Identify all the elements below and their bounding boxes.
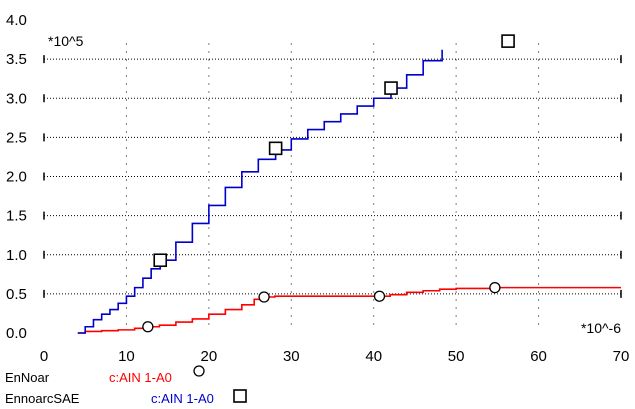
- legend-label-0: EnNoar: [5, 370, 50, 385]
- series-layer: [77, 34, 621, 334]
- legend-series-name-0: c:AIN 1-A0: [109, 370, 172, 385]
- x-tick-label: 50: [448, 348, 465, 365]
- axes: 0.0 0.5 1.0 1.5 2.0 2.5 3.0 3.5 4.0 0 10 20 30 40 50 60…: [6, 12, 629, 365]
- y-tick-label: 1.5: [6, 208, 27, 225]
- series-0-marker: [373, 290, 386, 302]
- series-1-marker: [268, 141, 283, 156]
- series-1-marker: [384, 81, 398, 95]
- series-line-0: [77, 286, 621, 334]
- x-tick-label: 20: [201, 348, 218, 365]
- x-tick-label: 40: [365, 348, 382, 365]
- y-tick-label: 0.5: [6, 286, 27, 303]
- y-tick-label: 1.0: [6, 247, 27, 264]
- y-tick-label: 4.0: [6, 12, 27, 29]
- series-0-marker: [489, 281, 501, 294]
- x-tick-label: 70: [613, 348, 630, 365]
- y-tick-label: 2.5: [6, 129, 27, 146]
- y-tick-label: 0.0: [6, 325, 27, 342]
- x-tick-label: 10: [118, 348, 135, 365]
- series-1-marker: [153, 253, 168, 268]
- series-0-marker: [258, 291, 270, 303]
- legend-label-1: EnnoarcSAE: [5, 391, 80, 406]
- x-tick-label: 60: [530, 348, 547, 365]
- y-tick-label: 2.0: [6, 169, 27, 186]
- y-tick-label: 3.0: [6, 90, 27, 107]
- x-tick-label: 0: [40, 348, 48, 365]
- x-multiplier-label: *10^-6: [581, 320, 621, 336]
- legend-marker-0: [193, 365, 205, 377]
- legend-marker-1: [233, 389, 247, 403]
- x-tick-label: 30: [283, 348, 300, 365]
- y-tick-label: 3.5: [6, 51, 27, 68]
- series-0-marker: [142, 321, 154, 333]
- legend-series-name-1: c:AIN 1-A0: [151, 391, 214, 406]
- series-line-1: [77, 49, 443, 334]
- grid: [43, 43, 622, 330]
- y-multiplier-label: *10^5: [48, 33, 84, 49]
- legend: EnNoar c:AIN 1-A0 EnnoarcSAE c:AIN 1-A0: [5, 365, 247, 406]
- series-1-marker: [501, 34, 515, 48]
